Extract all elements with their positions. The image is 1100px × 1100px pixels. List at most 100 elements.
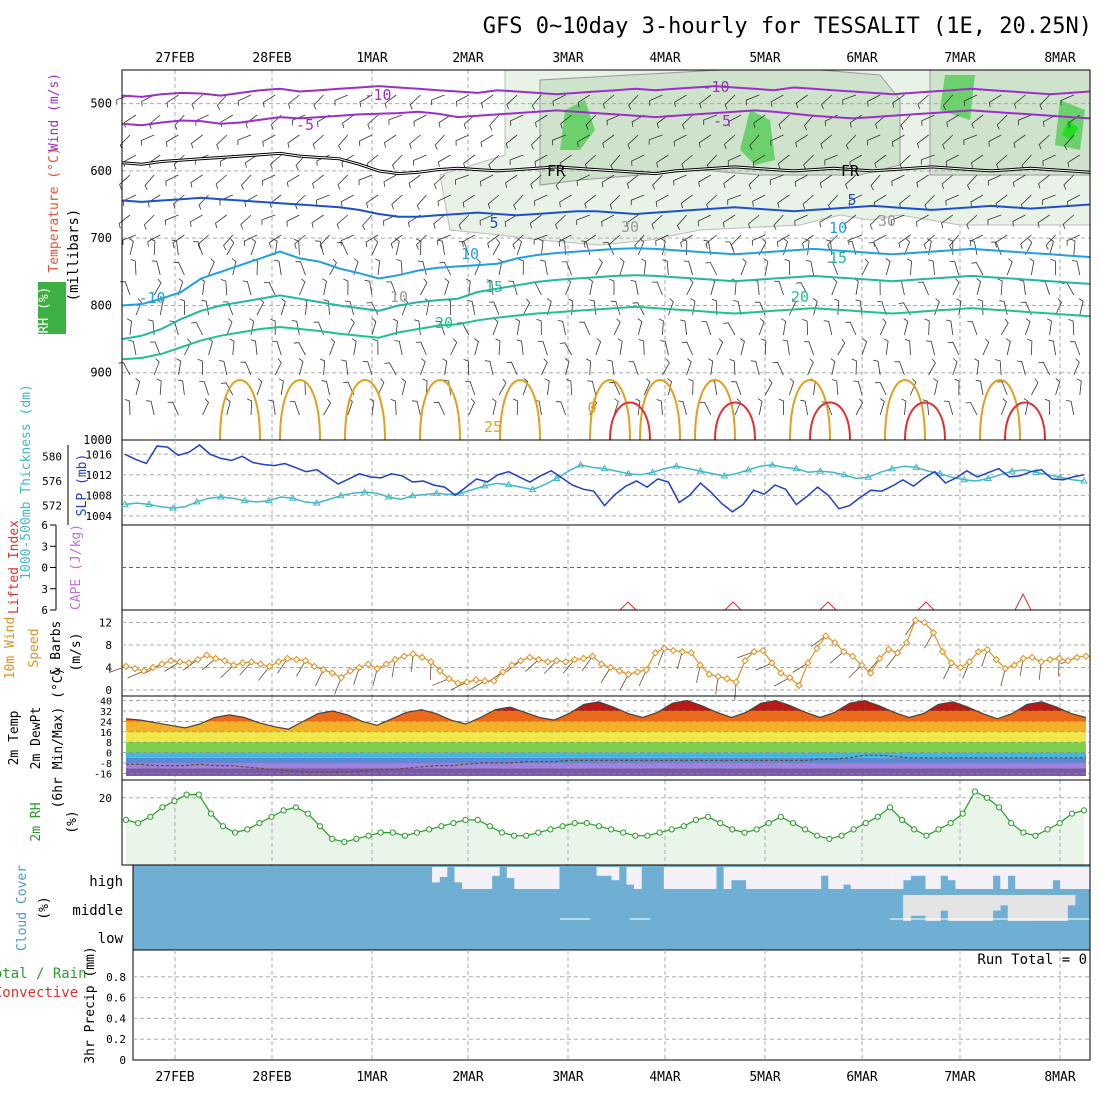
wind-barb	[176, 358, 182, 376]
rh-marker	[838, 832, 845, 839]
wind-speed-marker	[786, 673, 794, 682]
wind-barb	[216, 94, 228, 111]
wind-speed-marker	[822, 632, 830, 640]
cloud-high-clear	[604, 867, 612, 876]
wind-barb-10m	[432, 678, 450, 686]
wind-barb	[481, 94, 494, 108]
wind-speed-marker	[472, 676, 480, 684]
wind-barb	[386, 281, 397, 296]
wind-barb	[322, 278, 327, 296]
temp-tick-label: 8	[106, 738, 112, 749]
wind-barb	[1055, 298, 1062, 316]
contour-label: 10	[829, 219, 847, 237]
wind-speed-marker	[1046, 655, 1054, 664]
wind-barb	[535, 114, 548, 128]
thickness-marker	[1080, 476, 1088, 484]
wind-barb	[291, 320, 300, 336]
warm-isotherm	[789, 379, 831, 441]
wind-speed-marker	[696, 661, 704, 669]
thickness-marker	[240, 496, 249, 504]
thickness-marker	[193, 497, 201, 505]
wind-barb	[778, 398, 785, 416]
wind-barb	[602, 241, 615, 256]
wind-barb	[988, 94, 1002, 108]
wind-barb	[724, 94, 736, 110]
rh-marker	[680, 823, 687, 830]
wind-barb	[435, 320, 445, 336]
wind-barb	[1016, 360, 1026, 376]
cloud-high-clear	[544, 867, 552, 889]
cloud-high-clear	[865, 867, 874, 889]
pressure-tick-label: 500	[90, 97, 112, 111]
wind-barb	[803, 341, 814, 356]
wind-barb	[474, 258, 481, 276]
wind-barb	[987, 214, 1002, 225]
wind-barb	[199, 278, 205, 296]
wind-speed-marker	[938, 648, 947, 656]
wind-barb	[531, 134, 542, 150]
wind-barb	[617, 338, 623, 356]
warm-isotherm	[694, 379, 736, 441]
wind-barb	[873, 234, 887, 247]
wind-barb	[191, 94, 203, 110]
wind-barb	[952, 358, 958, 376]
wind-barb	[656, 114, 669, 129]
wind-barb	[875, 278, 881, 296]
wind-barb-10m	[773, 677, 791, 687]
wind-barb-10m	[755, 662, 773, 671]
wind-barb	[129, 238, 134, 256]
wind-barb	[941, 214, 954, 229]
wind-barb	[190, 174, 203, 188]
contour-label: 30	[878, 212, 896, 230]
wind-barb	[293, 342, 306, 356]
wind-barb	[489, 114, 500, 131]
wind-barb	[197, 358, 203, 376]
wind-barb	[803, 154, 814, 170]
contour-label: 25	[484, 418, 502, 436]
wind-barb	[128, 340, 137, 356]
wind-barb	[861, 258, 869, 276]
ylabel-barbs: & Barbs	[49, 621, 64, 676]
wind-barb-10m	[562, 659, 575, 674]
wind-speed-marker	[1073, 653, 1081, 662]
wind-barb	[244, 154, 258, 168]
wind-barb	[628, 94, 639, 110]
wind-barb	[498, 378, 507, 396]
wind-barb	[668, 298, 674, 316]
wind-barb-10m	[962, 661, 970, 679]
wind-barb	[896, 280, 905, 296]
wind-barb	[967, 321, 978, 336]
ylabel-slp: SLP (mb)	[75, 454, 90, 517]
wind-barb	[823, 320, 833, 336]
wind-barb	[745, 94, 760, 106]
wind-barb	[1012, 214, 1026, 227]
cloud-level-high: high	[89, 874, 123, 890]
wind-barb	[166, 94, 179, 108]
wind-barb	[437, 194, 451, 207]
wind-speed-marker	[857, 661, 866, 669]
wind-barb	[566, 379, 572, 396]
cloud-high-clear	[536, 867, 545, 889]
wind-barb	[262, 94, 276, 108]
wind-speed-marker	[274, 658, 283, 666]
wind-barb	[288, 94, 300, 109]
wind-barb	[649, 94, 663, 106]
wind-speed-marker	[140, 667, 148, 675]
slp-tick-label: 1008	[86, 489, 113, 502]
wind-barb	[268, 399, 276, 416]
wind-barb	[225, 398, 231, 416]
wind-barb	[956, 298, 962, 316]
wind-barb	[637, 238, 645, 256]
wind-barb	[699, 94, 712, 109]
wind-barb	[505, 134, 518, 149]
wind-barb-10m	[258, 666, 270, 681]
wind-barb	[249, 318, 255, 336]
wind-barb	[289, 401, 300, 416]
wind-barb	[336, 214, 349, 230]
wind-speed-marker	[741, 657, 749, 665]
wind-tick-label: 12	[99, 616, 112, 629]
wind-barb	[220, 382, 234, 396]
wind-barb	[165, 134, 179, 147]
wind-barb	[533, 234, 548, 245]
temp-line	[125, 699, 1087, 730]
